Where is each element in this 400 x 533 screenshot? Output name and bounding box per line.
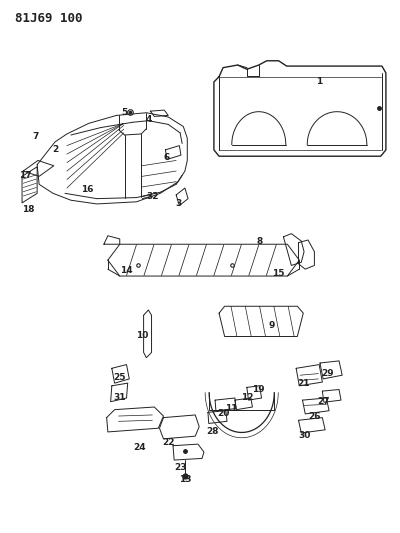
Text: 10: 10 — [136, 331, 148, 340]
Text: 28: 28 — [206, 427, 219, 437]
Text: 22: 22 — [162, 438, 174, 447]
Text: 30: 30 — [298, 431, 310, 440]
Text: 2: 2 — [52, 146, 58, 155]
Text: 6: 6 — [163, 154, 169, 163]
Text: 26: 26 — [308, 411, 321, 421]
Text: 12: 12 — [242, 393, 254, 402]
Text: 15: 15 — [272, 269, 285, 278]
Text: 23: 23 — [175, 464, 187, 472]
Text: 13: 13 — [179, 475, 191, 484]
Text: 9: 9 — [268, 321, 275, 330]
Text: 18: 18 — [22, 205, 35, 214]
Text: 14: 14 — [120, 266, 133, 275]
Text: 8: 8 — [256, 237, 263, 246]
Text: 17: 17 — [19, 171, 32, 180]
Text: 4: 4 — [145, 115, 152, 124]
Text: 81J69 100: 81J69 100 — [15, 12, 83, 25]
Text: 27: 27 — [317, 397, 330, 406]
Text: 19: 19 — [252, 385, 265, 394]
Text: 32: 32 — [146, 192, 158, 201]
Text: 7: 7 — [32, 132, 38, 141]
Text: 3: 3 — [175, 199, 181, 208]
Text: 21: 21 — [297, 378, 310, 387]
Text: 20: 20 — [217, 409, 229, 418]
Text: 29: 29 — [322, 369, 334, 378]
Text: 24: 24 — [133, 443, 146, 453]
Text: 25: 25 — [114, 373, 126, 382]
Text: 31: 31 — [114, 393, 126, 402]
Text: 5: 5 — [122, 108, 128, 117]
Text: 11: 11 — [226, 404, 238, 413]
Text: 16: 16 — [80, 185, 93, 194]
Text: 1: 1 — [316, 77, 322, 86]
